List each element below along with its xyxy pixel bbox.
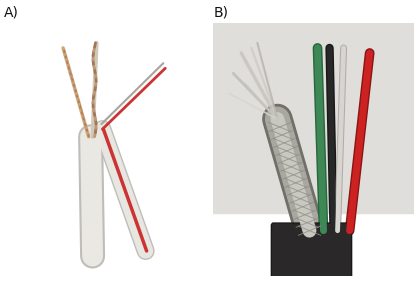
Bar [213,23,414,213]
Text: A): A) [4,6,19,20]
FancyBboxPatch shape [271,223,352,279]
Text: B): B) [213,6,228,20]
